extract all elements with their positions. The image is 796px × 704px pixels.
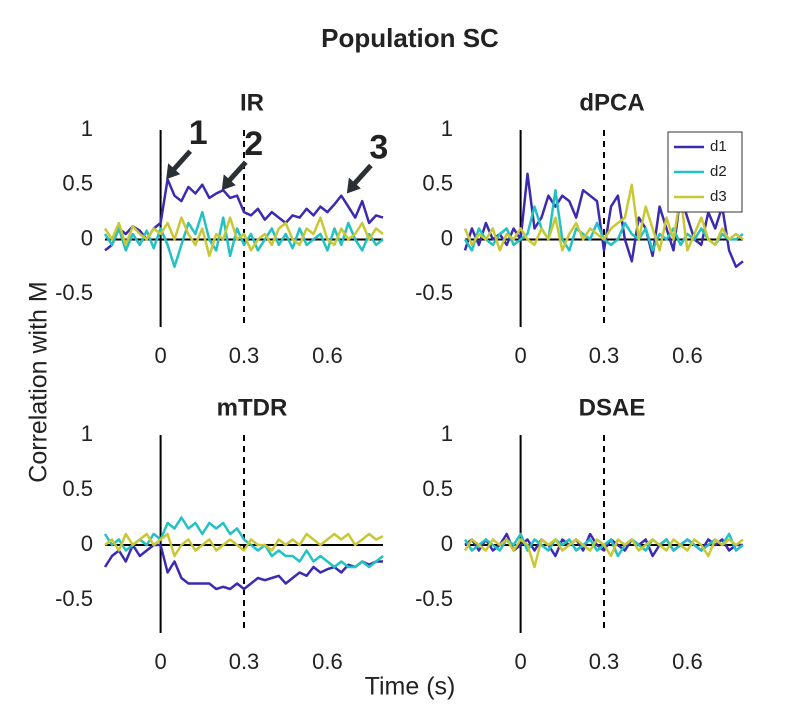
y-tick-label: 0 (441, 531, 453, 556)
panel-title: IR (240, 89, 264, 116)
series-line (103, 210, 384, 269)
y-tick-label: 0.5 (62, 171, 93, 196)
x-tick-label: 0 (154, 649, 166, 674)
legend-label: d2 (710, 163, 727, 180)
x-tick-label: 0 (154, 343, 166, 368)
x-tick-label: 0 (514, 649, 526, 674)
legend-label: d1 (710, 138, 727, 155)
legend-label: d3 (710, 188, 727, 205)
annotation-arrowhead (221, 174, 236, 191)
panel-title: mTDR (217, 394, 288, 421)
figure-title: Population SC (321, 23, 499, 53)
annotation-label: 3 (369, 128, 388, 166)
annotation-label: 1 (189, 114, 208, 152)
y-tick-label: 0.5 (62, 476, 93, 501)
y-tick-label: -0.5 (415, 586, 453, 611)
series-line (463, 183, 744, 252)
y-tick-label: 0 (81, 225, 93, 250)
y-tick-label: 0.5 (422, 171, 453, 196)
x-axis-label: Time (s) (365, 673, 456, 701)
x-tick-label: 0.3 (229, 343, 260, 368)
x-tick-label: 0.6 (672, 649, 703, 674)
annotation-label: 2 (244, 125, 263, 163)
y-tick-label: -0.5 (55, 586, 93, 611)
panel-title: DSAE (579, 394, 646, 421)
x-tick-label: 0.6 (672, 343, 703, 368)
y-tick-label: -0.5 (415, 280, 453, 305)
x-tick-label: 0.6 (312, 343, 343, 368)
y-tick-label: 0.5 (422, 476, 453, 501)
y-tick-label: 0 (441, 225, 453, 250)
y-tick-label: 1 (81, 421, 93, 446)
annotation-arrow (170, 149, 193, 173)
x-tick-label: 0.3 (589, 343, 620, 368)
annotation-arrowhead (166, 163, 181, 180)
annotation-arrow (351, 163, 373, 188)
y-tick-label: 1 (441, 116, 453, 141)
series-line (103, 543, 383, 591)
x-tick-label: 0.3 (229, 649, 260, 674)
y-axis-label: Correlation with M (25, 281, 53, 482)
x-tick-label: 0.6 (312, 649, 343, 674)
panel-title: dPCA (579, 89, 644, 116)
y-tick-label: 1 (441, 421, 453, 446)
series-line (104, 532, 384, 558)
x-tick-label: 0 (514, 343, 526, 368)
y-tick-label: 1 (81, 116, 93, 141)
y-tick-label: 0 (81, 531, 93, 556)
annotation-arrowhead (346, 177, 361, 194)
series-line (463, 538, 744, 569)
annotation-arrow (225, 160, 248, 184)
x-tick-label: 0.3 (589, 649, 620, 674)
series-line (103, 216, 384, 258)
y-tick-label: -0.5 (55, 280, 93, 305)
series-line (463, 172, 744, 269)
series-line (103, 516, 384, 569)
